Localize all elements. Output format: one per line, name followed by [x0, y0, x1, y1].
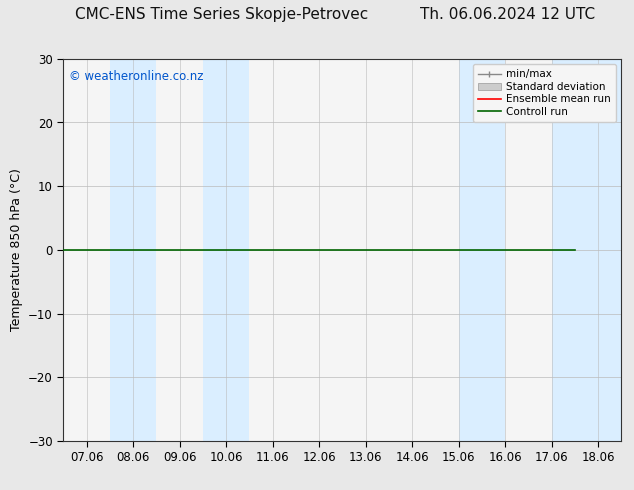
Y-axis label: Temperature 850 hPa (°C): Temperature 850 hPa (°C)	[10, 169, 23, 331]
Bar	[552, 59, 598, 441]
Text: © weatheronline.co.nz: © weatheronline.co.nz	[69, 70, 204, 83]
Bar	[110, 59, 157, 441]
Bar	[458, 59, 505, 441]
Bar	[203, 59, 249, 441]
Text: CMC-ENS Time Series Skopje-Petrovec: CMC-ENS Time Series Skopje-Petrovec	[75, 7, 368, 22]
Legend: min/max, Standard deviation, Ensemble mean run, Controll run: min/max, Standard deviation, Ensemble me…	[473, 64, 616, 122]
Text: Th. 06.06.2024 12 UTC: Th. 06.06.2024 12 UTC	[420, 7, 595, 22]
Bar	[598, 59, 621, 441]
